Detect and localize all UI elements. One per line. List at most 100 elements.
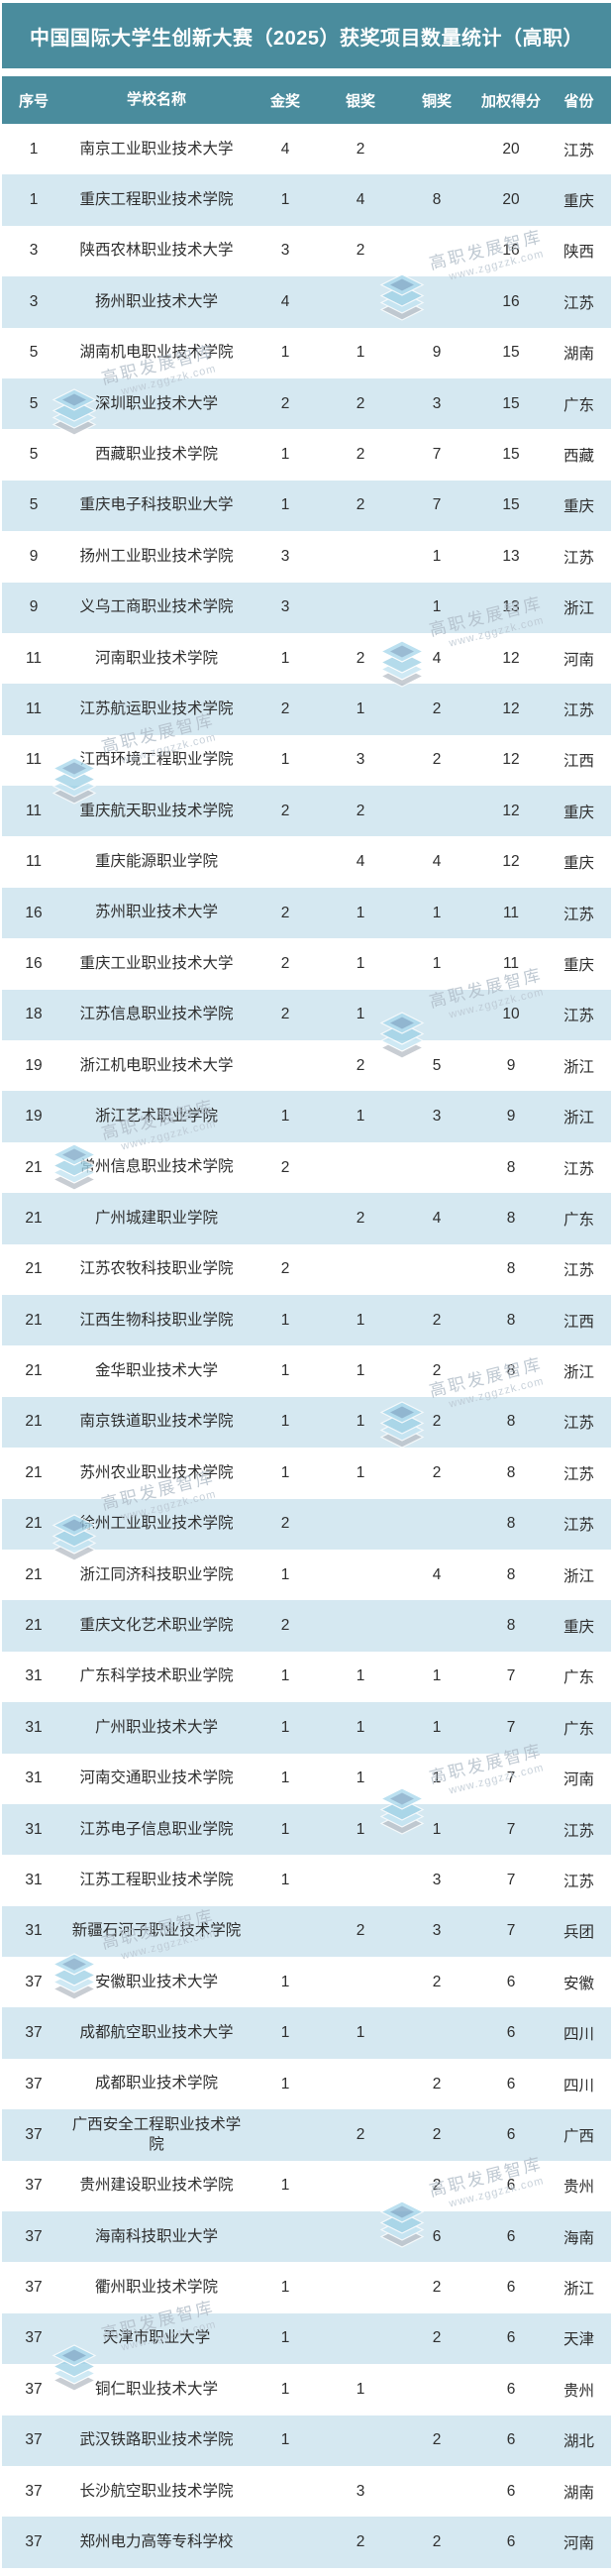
cell-province: 浙江 xyxy=(562,1364,594,1382)
table-row: 37 郑州电力高等专科学校 2 2 6 河南 xyxy=(2,2517,611,2568)
cell-province: 重庆 xyxy=(562,855,594,873)
cell-silver: 2 xyxy=(356,394,365,412)
cell-score: 6 xyxy=(506,2380,516,2398)
table-body: 1 南京工业职业技术大学 4 2 20 江苏 1 重庆工程职业技术学院 1 4 … xyxy=(2,124,611,2568)
table-row: 31 河南交通职业技术学院 1 1 1 7 河南 xyxy=(2,1753,611,1804)
cell-score: 12 xyxy=(502,802,520,819)
cell-school: 江苏航运职业技术学院 xyxy=(79,699,234,717)
cell-school: 广西安全工程职业技术学院 xyxy=(71,2115,242,2153)
cell-school: 徐州工业职业技术学院 xyxy=(79,1515,234,1533)
cell-bronze: 1 xyxy=(432,598,442,616)
cell-score: 13 xyxy=(502,598,520,616)
cell-school: 重庆能源职业学院 xyxy=(94,853,218,871)
table-row: 21 苏州农业职业技术学院 1 1 2 8 江苏 xyxy=(2,1448,611,1499)
cell-gold: 3 xyxy=(280,598,290,616)
table-row: 21 重庆文化艺术职业学院 2 8 重庆 xyxy=(2,1600,611,1652)
cell-province: 广东 xyxy=(562,396,594,414)
cell-school: 江西生物科技职业学院 xyxy=(79,1311,234,1329)
cell-bronze: 1 xyxy=(432,1718,442,1736)
cell-score: 7 xyxy=(506,1770,516,1787)
cell-bronze: 2 xyxy=(432,1973,442,1990)
cell-bronze: 2 xyxy=(432,2533,442,2551)
cell-silver: 1 xyxy=(356,2380,365,2398)
cell-province: 江苏 xyxy=(562,906,594,923)
cell-gold: 2 xyxy=(280,954,290,972)
cell-gold: 2 xyxy=(280,904,290,921)
cell-school: 湖南机电职业技术学院 xyxy=(79,344,234,362)
cell-bronze: 3 xyxy=(432,1922,442,1940)
cell-silver: 2 xyxy=(356,1922,365,1940)
table-row: 37 贵州建设职业技术学院 1 2 6 贵州 xyxy=(2,2160,611,2212)
cell-silver: 1 xyxy=(356,1667,365,1685)
table-row: 21 广州城建职业学院 2 4 8 广东 xyxy=(2,1193,611,1244)
cell-rank: 21 xyxy=(25,1515,43,1533)
cell-province: 江苏 xyxy=(562,1160,594,1178)
table-row: 31 广东科学技术职业学院 1 1 1 7 广东 xyxy=(2,1651,611,1703)
cell-school: 江苏电子信息职业学院 xyxy=(79,1820,234,1838)
cell-bronze: 7 xyxy=(432,496,442,514)
cell-school: 广州城建职业学院 xyxy=(94,1209,218,1227)
cell-school: 浙江同济科技职业学院 xyxy=(79,1565,234,1583)
cell-silver: 1 xyxy=(356,1463,365,1481)
cell-province: 四川 xyxy=(562,2026,594,2044)
cell-score: 6 xyxy=(506,2533,516,2551)
table-row: 21 江西生物科技职业学院 1 1 2 8 江西 xyxy=(2,1294,611,1346)
table-row: 19 浙江机电职业技术大学 2 5 9 浙江 xyxy=(2,1040,611,1092)
cell-bronze: 1 xyxy=(432,1820,442,1838)
cell-rank: 11 xyxy=(25,751,43,769)
cell-score: 8 xyxy=(506,1463,516,1481)
table-row: 37 衢州职业技术学院 1 2 6 浙江 xyxy=(2,2262,611,2313)
table-row: 5 深圳职业技术大学 2 2 3 15 广东 xyxy=(2,377,611,430)
cell-gold: 1 xyxy=(280,2329,290,2347)
cell-gold: 2 xyxy=(280,1260,290,1278)
cell-score: 6 xyxy=(506,2227,516,2245)
cell-bronze: 4 xyxy=(432,1565,442,1583)
table-row: 5 西藏职业技术学院 1 2 7 15 西藏 xyxy=(2,429,611,481)
cell-rank: 1 xyxy=(29,140,39,158)
cell-rank: 9 xyxy=(29,547,39,565)
table-row: 9 扬州工业职业技术学院 3 1 13 江苏 xyxy=(2,531,611,583)
cell-gold: 4 xyxy=(280,140,290,158)
cell-silver: 1 xyxy=(356,904,365,921)
cell-school: 苏州农业职业技术学院 xyxy=(79,1463,234,1481)
column-header-school: 学校名称 xyxy=(126,91,186,109)
cell-province: 河南 xyxy=(562,2535,594,2553)
cell-school: 江苏农牧科技职业学院 xyxy=(79,1260,234,1278)
cell-province: 贵州 xyxy=(562,2382,594,2400)
table-row: 16 苏州职业技术大学 2 1 1 11 江苏 xyxy=(2,887,611,939)
cell-school: 广州职业技术大学 xyxy=(94,1718,218,1736)
table-row: 18 江苏信息职业技术学院 2 1 10 江苏 xyxy=(2,989,611,1041)
cell-rank: 37 xyxy=(25,2380,43,2398)
table-row: 11 河南职业技术学院 1 2 4 12 河南 xyxy=(2,632,611,685)
cell-school: 扬州工业职业技术学院 xyxy=(79,547,234,565)
cell-province: 西藏 xyxy=(562,448,594,466)
table-row: 37 成都航空职业技术大学 1 1 6 四川 xyxy=(2,2007,611,2059)
table-row: 3 陕西农林职业技术大学 3 2 16 陕西 xyxy=(2,225,611,277)
column-header-rank: 序号 xyxy=(18,92,49,110)
table-row: 9 义乌工商职业技术学院 3 1 13 浙江 xyxy=(2,582,611,633)
cell-rank: 18 xyxy=(25,1006,43,1023)
cell-gold: 3 xyxy=(280,547,290,565)
cell-bronze: 1 xyxy=(432,1770,442,1787)
table-row: 21 金华职业技术大学 1 1 2 8 浙江 xyxy=(2,1345,611,1397)
cell-score: 7 xyxy=(506,1718,516,1736)
cell-gold: 1 xyxy=(280,2024,290,2042)
cell-province: 广东 xyxy=(562,1720,594,1738)
table-row: 5 重庆电子科技职业大学 1 2 7 15 重庆 xyxy=(2,480,611,532)
cell-bronze: 4 xyxy=(432,853,442,871)
cell-rank: 31 xyxy=(25,1922,43,1940)
cell-province: 浙江 xyxy=(562,1567,594,1585)
cell-score: 8 xyxy=(506,1260,516,1278)
cell-score: 6 xyxy=(506,2177,516,2195)
cell-rank: 37 xyxy=(25,2431,43,2449)
cell-rank: 37 xyxy=(25,2177,43,2195)
cell-province: 河南 xyxy=(562,651,594,669)
table-row: 37 武汉铁路职业技术学院 1 2 6 湖北 xyxy=(2,2415,611,2466)
table-row: 5 湖南机电职业技术学院 1 1 9 15 湖南 xyxy=(2,327,611,378)
cell-school: 成都职业技术学院 xyxy=(94,2075,218,2093)
cell-bronze: 1 xyxy=(432,1667,442,1685)
cell-score: 13 xyxy=(502,547,520,565)
cell-score: 16 xyxy=(502,242,520,260)
cell-province: 重庆 xyxy=(562,1619,594,1637)
cell-rank: 21 xyxy=(25,1617,43,1635)
